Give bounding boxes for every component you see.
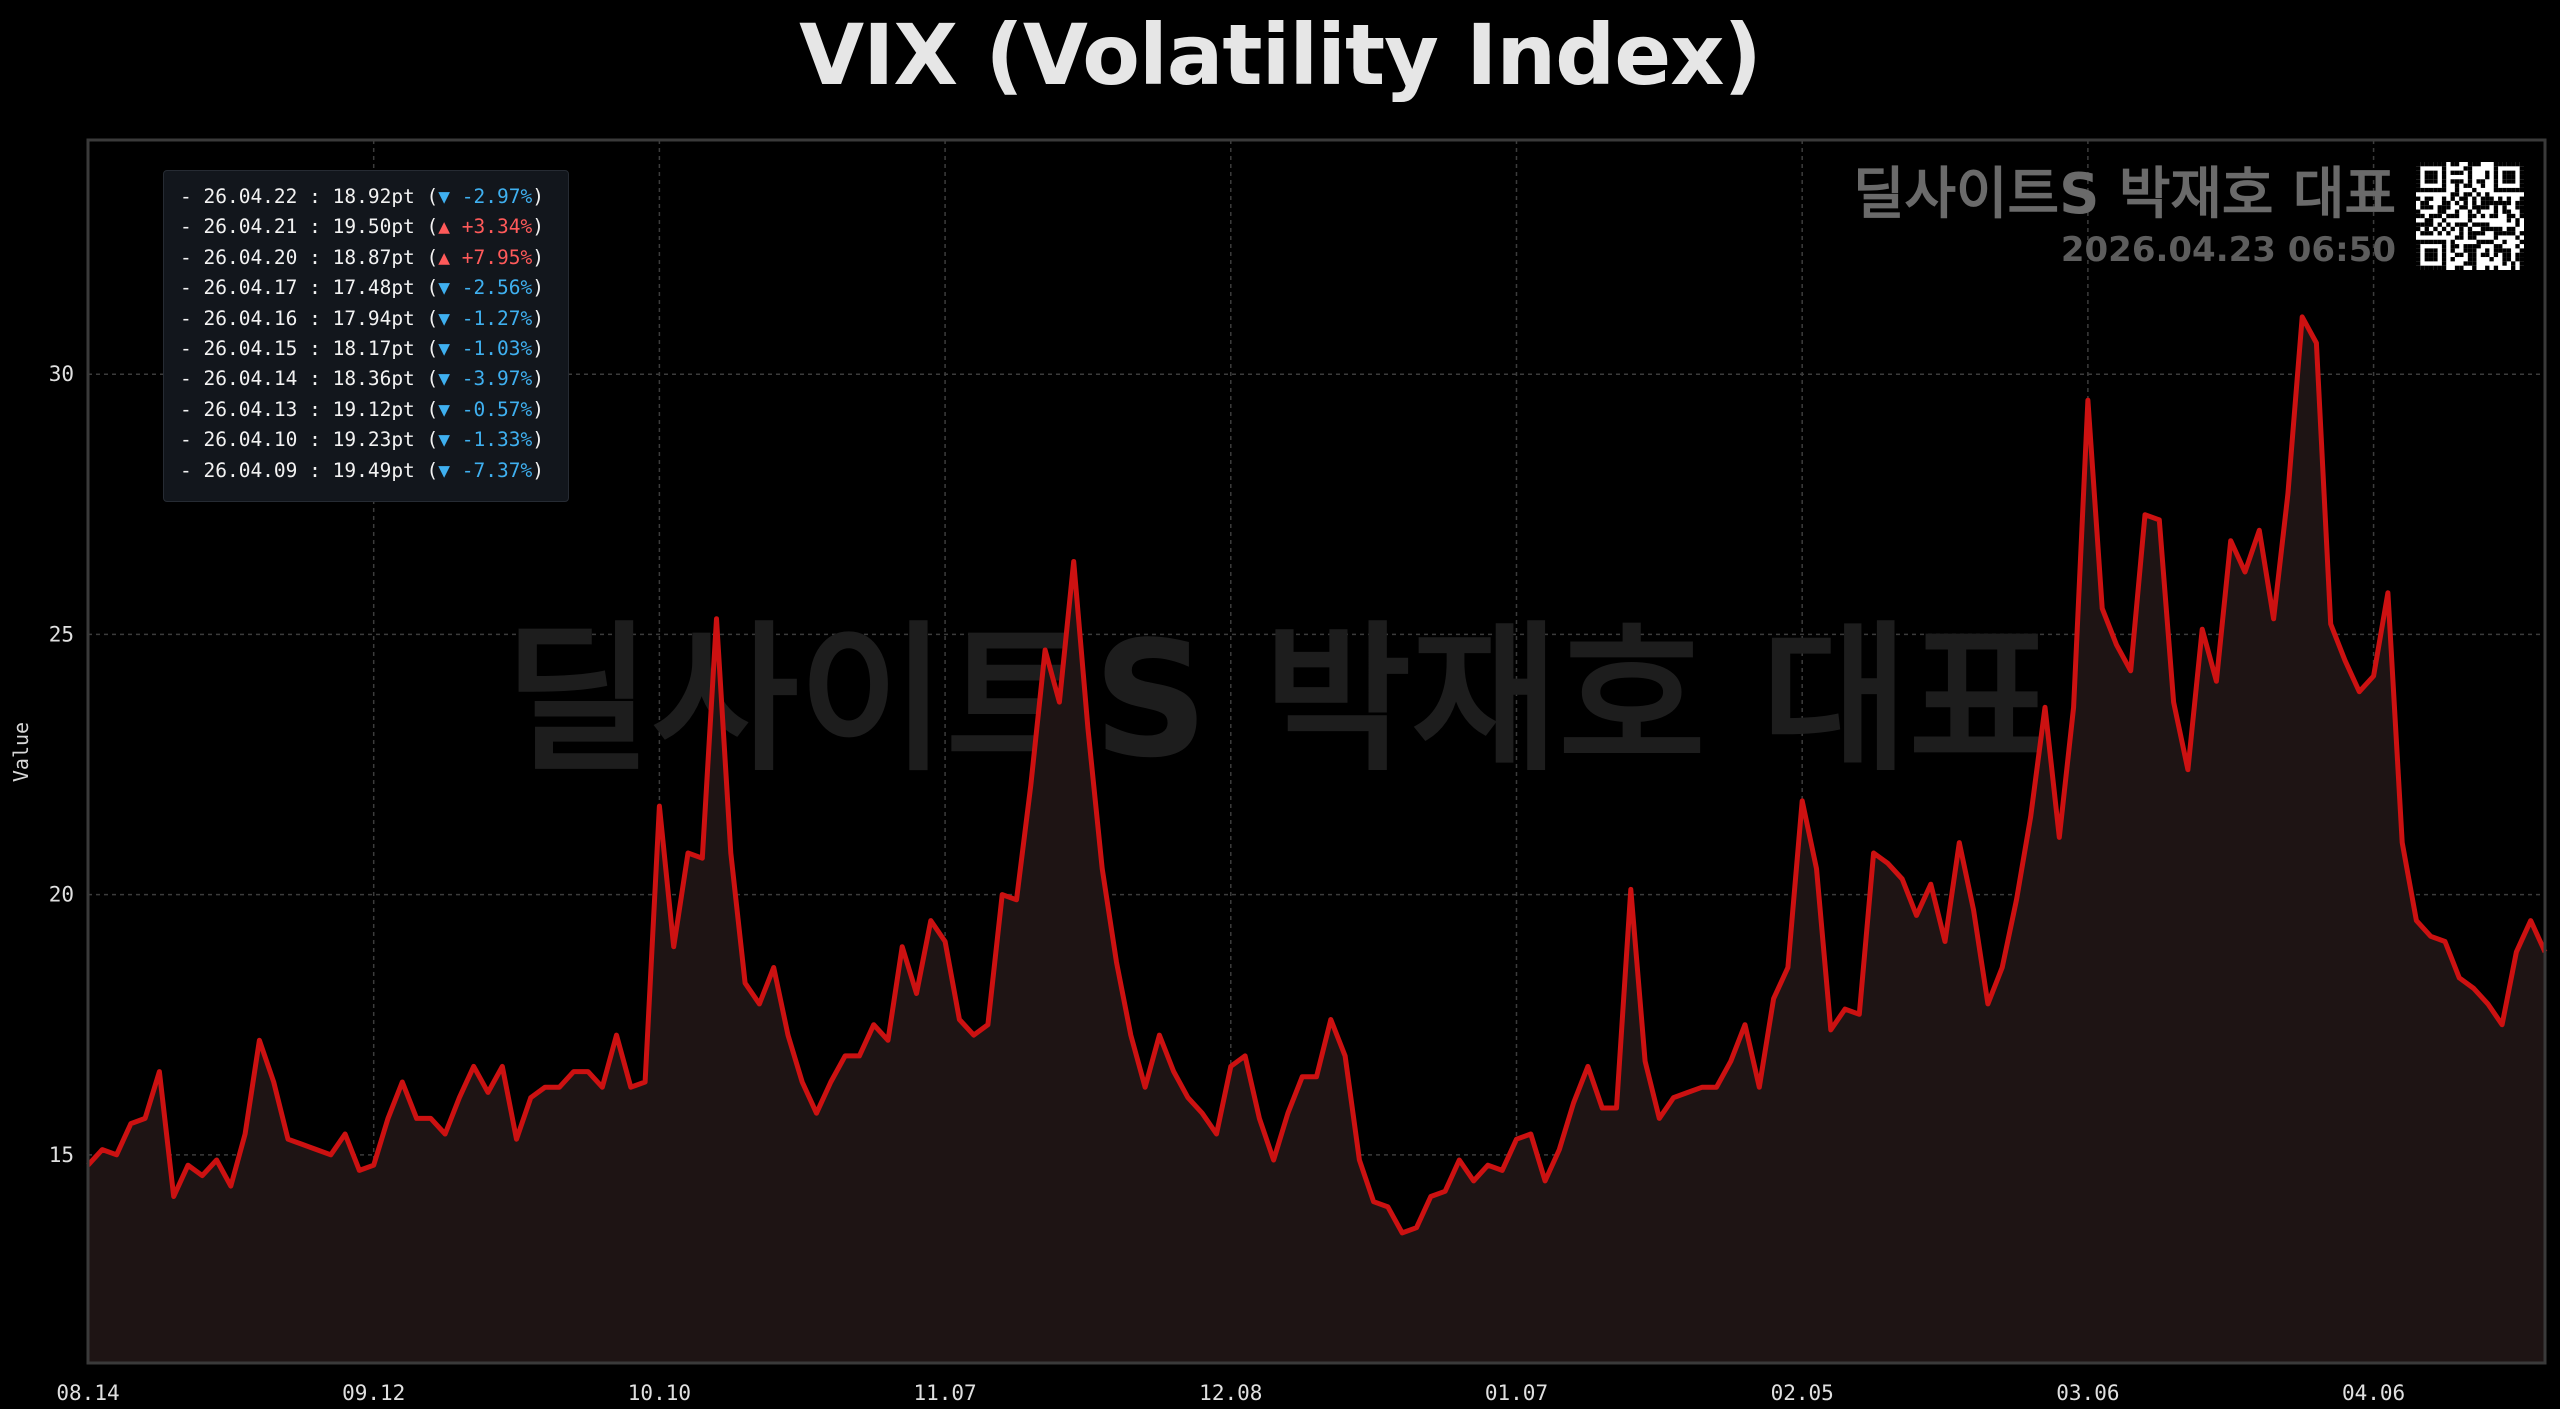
x-tick-label: 01.07 <box>1485 1381 1548 1405</box>
legend-row-change: ▼ -2.97% <box>438 185 533 208</box>
x-tick-label: 02.05 <box>1771 1381 1834 1405</box>
legend-row: - 26.04.10 : 19.23pt (▼ -1.33%) <box>180 425 568 455</box>
y-tick-label: 15 <box>49 1143 74 1167</box>
y-axis-label: Value <box>9 722 33 782</box>
legend-row-text: - 26.04.13 : 19.12pt ( <box>180 397 439 421</box>
legend-row-close: ) <box>532 428 544 452</box>
legend-row-text: - 26.04.09 : 19.49pt ( <box>180 458 439 482</box>
x-tick-label: 11.07 <box>913 1381 976 1405</box>
legend-row-close: ) <box>532 245 544 269</box>
legend-row-close: ) <box>532 397 544 421</box>
y-tick-label: 30 <box>49 362 74 386</box>
legend-row-close: ) <box>532 215 544 239</box>
legend-row: - 26.04.15 : 18.17pt (▼ -1.03%) <box>180 334 568 364</box>
legend-row: - 26.04.14 : 18.36pt (▼ -3.97%) <box>180 364 568 394</box>
series-area <box>88 316 2545 1363</box>
legend-row-close: ) <box>532 336 544 360</box>
y-tick-label: 20 <box>49 883 74 907</box>
legend-row: - 26.04.20 : 18.87pt (▲ +7.95%) <box>180 243 568 273</box>
legend-row-text: - 26.04.14 : 18.36pt ( <box>180 367 439 391</box>
legend-row: - 26.04.13 : 19.12pt (▼ -0.57%) <box>180 395 568 425</box>
x-tick-label: 04.06 <box>2342 1381 2405 1405</box>
watermark-text: 딜사이트S 박재호 대표 <box>504 606 2055 793</box>
legend-row-change: ▼ -1.33% <box>438 428 533 452</box>
legend-row: - 26.04.17 : 17.48pt (▼ -2.56%) <box>180 273 568 303</box>
legend-row-close: ) <box>532 185 544 208</box>
legend-row-text: - 26.04.15 : 18.17pt ( <box>180 336 439 360</box>
series-line <box>86 314 2548 1236</box>
legend-row: - 26.04.22 : 18.92pt (▼ -2.97%) <box>180 182 568 212</box>
legend-row-text: - 26.04.17 : 17.48pt ( <box>180 276 439 300</box>
legend-row-text: - 26.04.16 : 17.94pt ( <box>180 306 439 330</box>
legend-row: - 26.04.21 : 19.50pt (▲ +3.34%) <box>180 212 568 242</box>
plot-frame <box>86 138 2547 1365</box>
legend-row-change: ▼ -1.03% <box>438 336 533 360</box>
x-axis-ticks: 08.14 09.12 10.10 11.07 12.08 01.07 02.05 03.06… <box>56 1381 2405 1405</box>
legend-row: - 26.04.16 : 17.94pt (▼ -1.27%) <box>180 304 568 334</box>
qr-code-icon <box>2416 162 2524 270</box>
legend-row-close: ) <box>532 276 544 300</box>
brand-name: 딜사이트S 박재호 대표 <box>1852 162 2396 227</box>
legend-row-text: - 26.04.20 : 18.87pt ( <box>180 245 439 269</box>
x-tick-label: 09.12 <box>342 1381 405 1405</box>
x-tick-label: 03.06 <box>2056 1381 2119 1405</box>
chart-title: VIX (Volatility Index) <box>799 6 1762 104</box>
legend-row: - 26.04.09 : 19.49pt (▼ -7.37%) <box>180 456 568 486</box>
legend-row-change: ▼ -1.27% <box>438 306 533 330</box>
legend-row-change: ▼ -2.56% <box>438 276 533 300</box>
legend-row-change: ▲ +7.95% <box>438 245 533 269</box>
legend-row-change: ▼ -3.97% <box>438 367 533 391</box>
legend-row-close: ) <box>532 367 544 391</box>
x-tick-label: 08.14 <box>56 1381 119 1405</box>
y-tick-label: 25 <box>49 622 74 646</box>
legend-box: - 26.04.22 : 18.92pt (▼ -2.97%) - 26.04.2… <box>163 170 569 502</box>
legend-row-close: ) <box>532 306 544 330</box>
brand-timestamp: 2026.04.23 06:50 <box>2060 230 2396 270</box>
legend-row-change: ▲ +3.34% <box>438 215 533 239</box>
legend-row-change: ▼ -7.37% <box>438 458 533 482</box>
brand-block: 딜사이트S 박재호 대표 2026.04.23 06:50 <box>1853 160 2396 270</box>
legend-row-text: - 26.04.10 : 19.23pt ( <box>180 428 439 452</box>
y-axis-ticks: 15 20 25 30 <box>49 362 74 1167</box>
x-tick-label: 10.10 <box>628 1381 691 1405</box>
x-tick-label: 12.08 <box>1199 1381 1262 1405</box>
legend-row-change: ▼ -0.57% <box>438 397 533 421</box>
legend-row-close: ) <box>532 458 544 482</box>
legend-row-text: - 26.04.21 : 19.50pt ( <box>180 215 439 239</box>
legend-row-text: - 26.04.22 : 18.92pt ( <box>180 185 439 208</box>
